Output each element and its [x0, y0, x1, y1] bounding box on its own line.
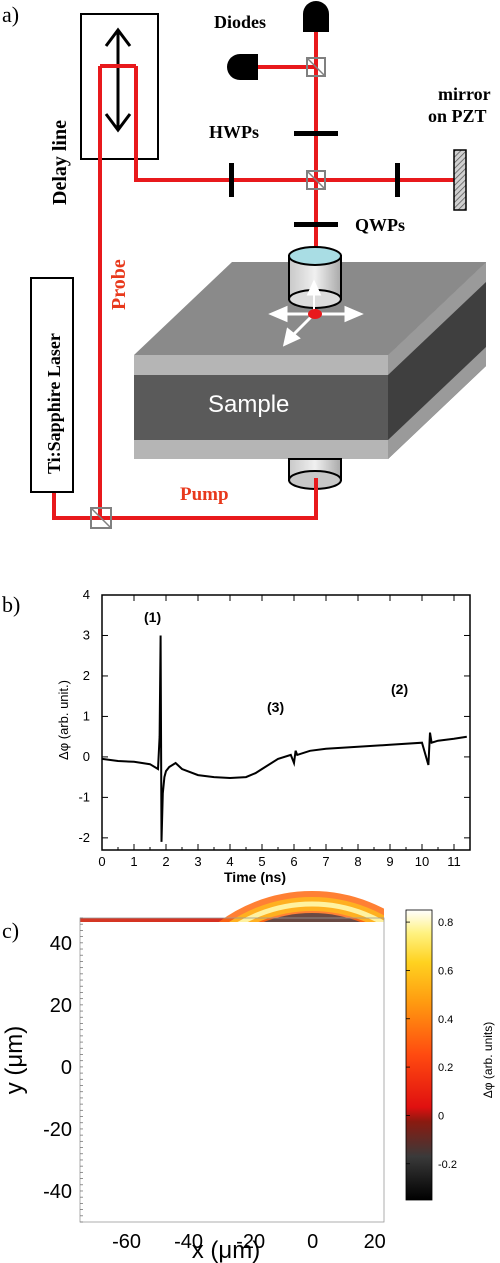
colorbar-tick-label: 0.4 — [438, 1014, 453, 1026]
y-tick-label: 0 — [83, 749, 90, 764]
heatmap — [80, 891, 384, 922]
direction-110-label: [110] — [102, 1065, 134, 1086]
mirror-label-line2: on PZT — [428, 106, 487, 126]
y-tick-label: -20 — [43, 1119, 72, 1141]
x-tick-label: 2 — [162, 854, 169, 869]
double-arrow-icon — [104, 27, 132, 133]
x-tick-label: 1 — [130, 854, 137, 869]
x-tick-label: -20 — [236, 1231, 265, 1253]
beam-splitter-icon — [306, 57, 326, 77]
panel-c-label: c) — [2, 918, 19, 943]
heatmap-y-tick-labels: 40 20 0 -20 -40 — [43, 933, 72, 1203]
hwp-plate — [294, 131, 338, 136]
colorbar-label: Δφ (arb. units) — [481, 1022, 495, 1098]
y-tick-label: 2 — [83, 668, 90, 683]
panel-b-label: b) — [2, 592, 20, 617]
direction-010-label: [010] — [174, 1173, 203, 1207]
qwp-plate — [395, 163, 400, 197]
direction-100-label: [100] — [143, 935, 177, 962]
probe-beam-horizontal — [134, 66, 460, 182]
pump-label: Pump — [180, 484, 229, 505]
heatmap-y-axis-label: y (μm) — [1, 1026, 28, 1094]
x-tick-label: 11 — [447, 854, 461, 869]
x-tick-label: 0 — [307, 1231, 318, 1253]
hwps-label: HWPs — [209, 122, 259, 142]
diode-icon-left — [227, 54, 258, 80]
laser-box — [30, 277, 74, 493]
colorbar-tick-labels: 0.8 0.6 0.4 0.2 0 -0.2 — [406, 917, 457, 1171]
x-tick-label: 10 — [415, 854, 429, 869]
panel-a-label: a) — [2, 2, 19, 27]
waveplates — [229, 131, 400, 227]
x-tick-label: 3 — [194, 854, 201, 869]
y-tick-labels: 4 3 2 1 0 -1 -2 — [78, 587, 90, 845]
y-tick-label: 1 — [83, 708, 90, 723]
mirror-icon — [453, 149, 467, 211]
panel-a: a) Delay line Diodes — [2, 1, 491, 529]
probe-label: Probe — [108, 259, 130, 310]
point-b-label: B — [88, 1099, 97, 1114]
x-tick-label: 4 — [226, 854, 233, 869]
x-axis-label: Time (ns) — [224, 869, 286, 885]
colorbar-tick-label: 0.2 — [438, 1062, 453, 1074]
heatmap-frame — [79, 917, 385, 1223]
qwps-label: QWPs — [355, 215, 405, 235]
point-o-label: O — [319, 1042, 329, 1057]
point-a-label: A — [96, 930, 107, 945]
beam-splitter-icon — [306, 170, 326, 190]
colorbar-tick-label: 0.6 — [438, 965, 453, 977]
delay-line-box — [80, 13, 159, 160]
hwp-plate — [229, 163, 234, 197]
delay-line-label: Delay line — [49, 120, 71, 205]
x-tick-label: 20 — [364, 1231, 386, 1253]
colorbar-tick-label: 0.8 — [438, 917, 453, 929]
signal-line — [102, 635, 467, 842]
laser-spot — [308, 309, 322, 319]
colorbar-tick-label: 0 — [438, 1110, 444, 1122]
diode-icon-top — [303, 1, 329, 32]
annotation-3: (3) — [267, 699, 284, 715]
x-tick-label: 8 — [354, 854, 361, 869]
heatmap-ticks — [80, 917, 83, 1223]
x-tick-labels: 0 1 2 3 4 5 6 7 8 9 10 11 — [98, 854, 460, 869]
y-tick-label: -1 — [78, 789, 90, 804]
x-tick-label: -40 — [174, 1231, 203, 1253]
y-tick-label: -40 — [43, 1181, 72, 1203]
laser-label: Ti:Sapphire Laser — [44, 333, 64, 474]
x-tick-label: 0 — [98, 854, 105, 869]
plot-frame — [101, 594, 471, 851]
sample-label: Sample — [208, 391, 289, 418]
y-tick-label: 20 — [50, 995, 72, 1017]
y-axis-label: Δφ (arb. unit.) — [56, 680, 71, 760]
colorbar — [405, 909, 433, 1201]
plot-ticks — [101, 594, 471, 850]
diodes-label: Diodes — [214, 12, 266, 32]
x-tick-label: 9 — [386, 854, 393, 869]
x-tick-label: 7 — [322, 854, 329, 869]
x-tick-label: 6 — [290, 854, 297, 869]
y-tick-label: 4 — [83, 587, 90, 602]
y-tick-label: 40 — [50, 933, 72, 955]
colorbar-tick-label: -0.2 — [438, 1159, 457, 1171]
annotation-1: (1) — [144, 609, 161, 625]
y-tick-label: -2 — [78, 830, 90, 845]
x-tick-label: -60 — [112, 1231, 141, 1253]
y-tick-label: 0 — [61, 1057, 72, 1079]
panel-c: c) A B O [100] — [1, 891, 495, 1263]
heatmap-x-axis-label: x (μm) — [192, 1237, 260, 1263]
annotation-2: (2) — [391, 681, 408, 697]
heatmap-x-tick-labels: -60 -40 -20 0 20 — [112, 1231, 386, 1253]
beam-splitter-icon — [90, 507, 112, 529]
qwp-plate — [294, 222, 338, 227]
y-tick-label: 3 — [83, 627, 90, 642]
mirror-label-line1: mirror — [438, 84, 491, 104]
x-tick-label: 5 — [258, 854, 265, 869]
